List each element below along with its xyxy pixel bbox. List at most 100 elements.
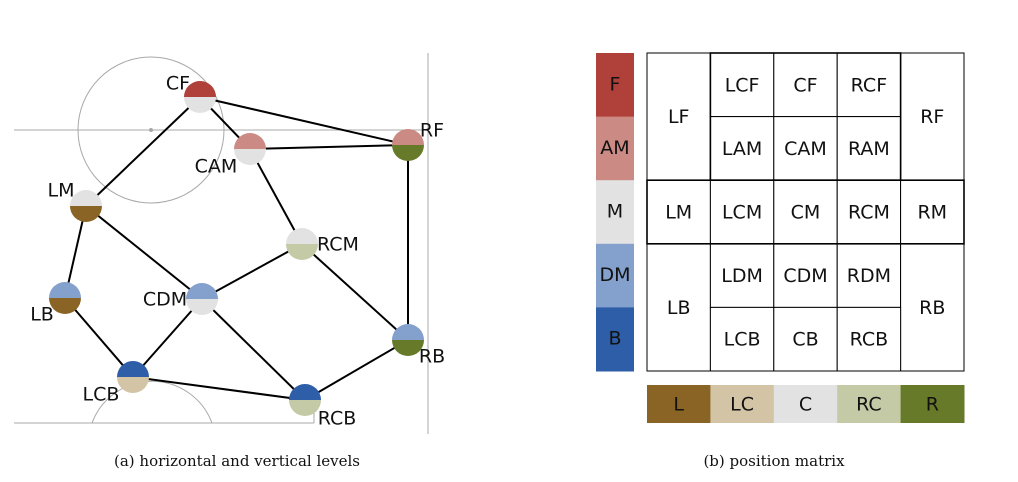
pitch-center-circle — [77, 56, 225, 204]
caption-b: (b) position matrix — [703, 452, 845, 470]
vertical-level-bar: F AM M DM B — [596, 53, 634, 372]
matrix-cell-label: RF — [920, 106, 944, 128]
matrix-cell-cf: CF — [773, 52, 838, 118]
matrix-cell-label: RM — [917, 202, 947, 224]
horizontal-level-swatch — [773, 385, 838, 423]
matrix-cell-box — [773, 116, 838, 181]
matrix-cell-label: RCM — [848, 202, 890, 224]
node-horizontal-half — [289, 400, 321, 416]
edge-rcm-cdm — [201, 243, 303, 300]
matrix-cell-box — [773, 52, 838, 118]
graph-nodes: CF CAM RF LM RCM CDM LB RB LCB RCB — [30, 73, 445, 430]
matrix-cell-label: LCM — [722, 202, 762, 224]
vertical-level-f: F — [596, 53, 634, 118]
vertical-level-label: DM — [599, 264, 630, 286]
matrix-cell-ldm: LDM — [709, 243, 775, 308]
node-lb: LB — [30, 282, 81, 326]
vertical-level-m: M — [596, 180, 634, 245]
node-label: RF — [420, 120, 444, 142]
matrix-cell-lam: LAM — [709, 116, 775, 181]
edge-cam-rf — [249, 144, 409, 150]
matrix-cell-rdm: RDM — [836, 243, 902, 308]
node-label: CDM — [143, 289, 187, 311]
node-cf: CF — [166, 73, 216, 113]
vertical-level-label: AM — [600, 137, 629, 159]
matrix-cell-box — [646, 52, 711, 181]
matrix-cell-label: CB — [792, 329, 818, 351]
node-vertical-half — [70, 190, 102, 206]
matrix-cell-cdm: CDM — [773, 243, 838, 308]
matrix-cell-rf: RF — [900, 52, 965, 181]
node-label: CAM — [195, 156, 238, 178]
node-vertical-half — [286, 228, 318, 244]
matrix-cell-lm: LM — [646, 179, 711, 245]
edge-cam-rcm — [249, 148, 303, 245]
matrix-cell-ram: RAM — [836, 116, 902, 181]
node-horizontal-half — [117, 377, 149, 393]
node-label: LM — [48, 180, 75, 202]
vertical-level-am: AM — [596, 116, 634, 181]
vertical-level-swatch — [596, 243, 634, 308]
node-vertical-half — [392, 324, 424, 340]
matrix-cell-label: RCF — [851, 74, 887, 96]
matrix-cell-label: RCB — [850, 329, 889, 351]
matrix-cell-box — [836, 243, 902, 308]
matrix-midfield-band — [646, 179, 965, 245]
horizontal-level-label: R — [926, 394, 939, 416]
matrix-cell-rcf: RCF — [836, 52, 902, 118]
matrix-cell-label: RAM — [848, 138, 890, 160]
node-vertical-half — [186, 283, 218, 299]
matrix-cell-box — [836, 179, 902, 245]
pitch-center-spot — [149, 128, 153, 132]
node-label: RCB — [318, 408, 357, 430]
matrix-cell-box — [709, 116, 775, 181]
pitch-markings — [14, 53, 429, 434]
vertical-level-swatch — [596, 53, 634, 118]
horizontal-level-r: R — [900, 385, 965, 423]
vertical-level-label: B — [608, 328, 621, 350]
horizontal-level-l: L — [647, 385, 711, 423]
matrix-cell-rcb: RCB — [836, 306, 902, 372]
matrix-cell-rcm: RCM — [836, 179, 902, 245]
node-vertical-half — [234, 133, 266, 149]
node-horizontal-half — [49, 298, 81, 314]
matrix-cell-label: LM — [665, 202, 692, 224]
horizontal-level-label: L — [673, 394, 684, 416]
vertical-level-swatch — [596, 180, 634, 245]
vertical-level-b: B — [596, 307, 634, 372]
matrix-cell-label: CF — [793, 74, 817, 96]
edge-cdm-rcb — [201, 298, 306, 401]
matrix-cell-box — [900, 52, 965, 181]
horizontal-level-bar: L LC C RC R — [647, 385, 965, 423]
matrix-cell-label: RDM — [847, 265, 891, 287]
node-label: CF — [166, 73, 190, 95]
matrix-cell-box — [773, 243, 838, 308]
matrix-cell-box — [709, 243, 775, 308]
node-vertical-half — [184, 81, 216, 97]
node-horizontal-half — [70, 206, 102, 222]
position-matrix-grid: LF LCF CF RCF RF LAM CAM RAM LM LCM CM RCM RM LB LDM CD… — [646, 52, 965, 372]
vertical-level-label: F — [610, 73, 621, 95]
node-lcb: LCB — [83, 361, 149, 406]
node-horizontal-half — [392, 145, 424, 161]
matrix-cell-label: LCF — [725, 74, 760, 96]
matrix-cell-label: LCB — [724, 329, 761, 351]
matrix-cell-rm: RM — [900, 179, 965, 245]
matrix-cell-label: LAM — [722, 138, 762, 160]
matrix-cell-lb: LB — [646, 243, 711, 372]
matrix-cell-label: LB — [667, 297, 691, 319]
matrix-cell-label: LF — [668, 106, 690, 128]
horizontal-level-rc: RC — [837, 385, 902, 423]
matrix-cell-rb: RB — [900, 243, 965, 372]
node-rcm: RCM — [286, 228, 359, 260]
horizontal-level-swatch — [900, 385, 965, 423]
matrix-cell-box — [646, 243, 711, 372]
matrix-cell-cam: CAM — [773, 116, 838, 181]
node-vertical-half — [392, 129, 424, 145]
matrix-cell-label: LDM — [721, 265, 763, 287]
node-rcb: RCB — [289, 384, 356, 430]
matrix-cell-lcm: LCM — [709, 179, 775, 245]
horizontal-level-c: C — [773, 385, 838, 423]
